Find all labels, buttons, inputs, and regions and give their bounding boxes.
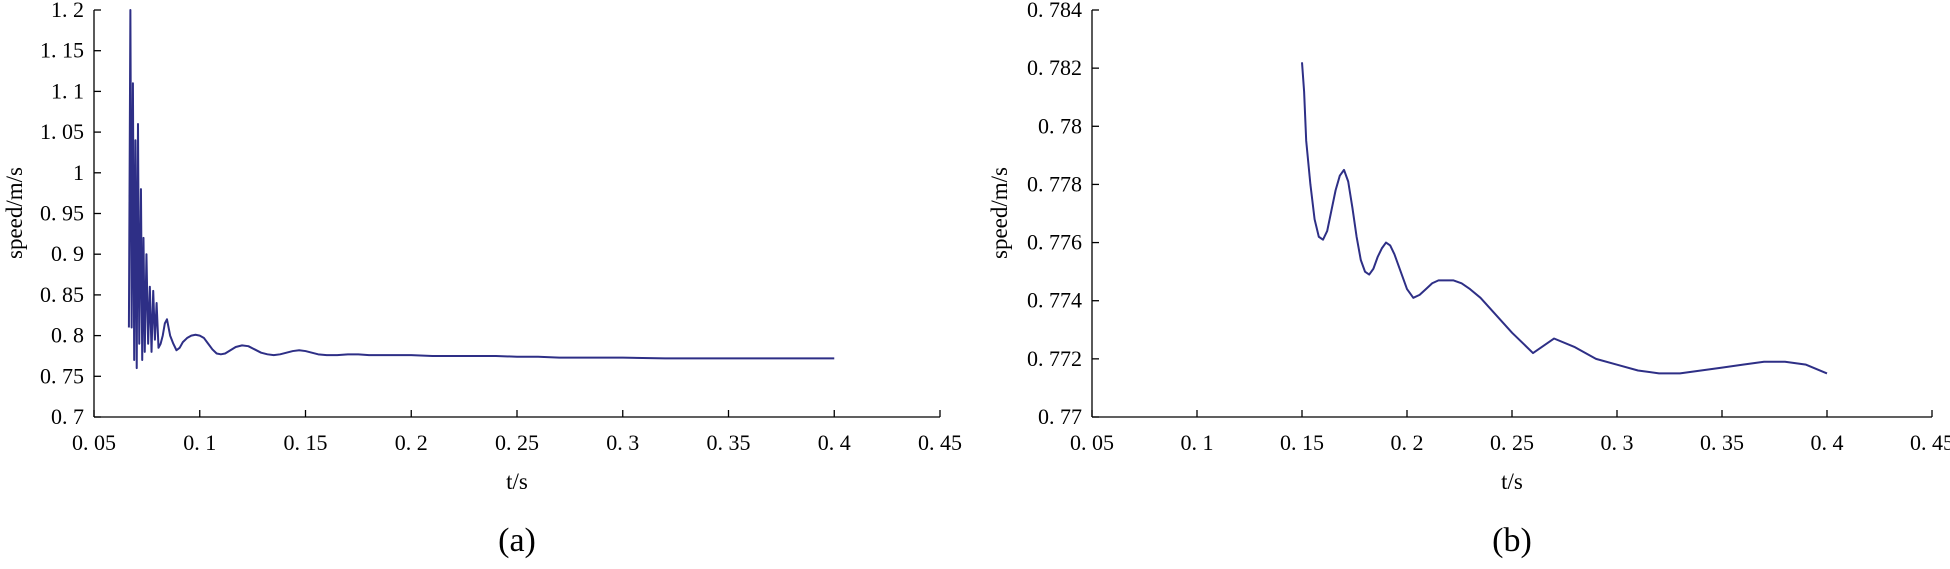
- chart-b-x-tick-label: 0. 25: [1490, 430, 1534, 455]
- chart-a-y-tick-label: 0. 85: [40, 282, 84, 307]
- chart-a-x-tick-label: 0. 25: [495, 430, 539, 455]
- chart-a-x-tick-label: 0. 35: [707, 430, 751, 455]
- chart-b-y-tick-label: 0. 778: [1027, 171, 1082, 196]
- chart-b: 0. 77 0. 772 0. 774 0. 776 0. 778 0. 78 0. 782…: [987, 0, 1950, 559]
- chart-b-y-ticks: 0. 77 0. 772 0. 774 0. 776 0. 778 0. 78 0. 782…: [1027, 0, 1099, 429]
- chart-a-x-axis-label: t/s: [506, 469, 528, 494]
- chart-a-y-tick-label: 0. 75: [40, 363, 84, 388]
- chart-a-y-tick-label: 0. 9: [51, 241, 84, 266]
- chart-a-y-tick-label: 1. 2: [51, 0, 84, 22]
- chart-a-y-tick-label: 0. 7: [51, 404, 84, 429]
- chart-a-x-tick-label: 0. 45: [918, 430, 962, 455]
- chart-a-x-tick-label: 0. 15: [284, 430, 328, 455]
- chart-a-x-tick-label: 0. 3: [606, 430, 639, 455]
- chart-b-y-tick-label: 0. 774: [1027, 288, 1082, 313]
- chart-a-x-tick-label: 0. 2: [395, 430, 428, 455]
- chart-b-x-tick-label: 0. 45: [1910, 430, 1950, 455]
- chart-a-y-tick-label: 1: [73, 160, 84, 185]
- chart-a: 0. 7 0. 75 0. 8 0. 85 0. 9 0. 95 1 1. 05 1. 1 1. …: [2, 0, 962, 559]
- chart-a-x-ticks: 0. 05 0. 1 0. 15 0. 2 0. 25 0. 3 0. 35 0. 4 0. 4…: [72, 410, 962, 455]
- chart-b-x-axis-label: t/s: [1501, 469, 1523, 494]
- chart-b-y-axis-label: speed/m/s: [987, 167, 1012, 259]
- chart-b-x-tick-label: 0. 15: [1280, 430, 1324, 455]
- chart-a-y-tick-label: 0. 95: [40, 201, 84, 226]
- chart-a-x-tick-label: 0. 1: [183, 430, 216, 455]
- chart-a-y-ticks: 0. 7 0. 75 0. 8 0. 85 0. 9 0. 95 1 1. 05 1. 1 1. …: [40, 0, 101, 429]
- chart-a-x-tick-label: 0. 05: [72, 430, 116, 455]
- chart-a-y-tick-label: 1. 15: [40, 38, 84, 63]
- chart-b-y-tick-label: 0. 776: [1027, 230, 1082, 255]
- chart-b-y-tick-label: 0. 782: [1027, 55, 1082, 80]
- chart-a-x-tick-label: 0. 4: [818, 430, 851, 455]
- chart-b-x-tick-label: 0. 2: [1391, 430, 1424, 455]
- chart-b-caption: (b): [1492, 522, 1532, 559]
- chart-b-x-tick-label: 0. 35: [1700, 430, 1744, 455]
- chart-b-y-tick-label: 0. 784: [1027, 0, 1082, 22]
- chart-b-x-tick-label: 0. 1: [1181, 430, 1214, 455]
- chart-b-x-tick-label: 0. 3: [1601, 430, 1634, 455]
- chart-a-y-tick-label: 0. 8: [51, 323, 84, 348]
- chart-b-y-tick-label: 0. 772: [1027, 346, 1082, 371]
- chart-b-x-tick-label: 0. 4: [1811, 430, 1844, 455]
- chart-b-y-tick-label: 0. 77: [1038, 404, 1082, 429]
- chart-a-y-axis-label: speed/m/s: [2, 167, 27, 259]
- chart-a-y-tick-label: 1. 1: [51, 78, 84, 103]
- chart-b-x-ticks: 0. 05 0. 1 0. 15 0. 2 0. 25 0. 3 0. 35 0. 4 0. 4…: [1070, 410, 1950, 455]
- chart-b-series-line: [1301, 62, 1828, 375]
- chart-b-x-tick-label: 0. 05: [1070, 430, 1114, 455]
- chart-b-y-tick-label: 0. 78: [1038, 113, 1082, 138]
- chart-a-caption: (a): [498, 522, 536, 559]
- chart-a-y-tick-label: 1. 05: [40, 119, 84, 144]
- chart-a-series-line: [127, 9, 835, 370]
